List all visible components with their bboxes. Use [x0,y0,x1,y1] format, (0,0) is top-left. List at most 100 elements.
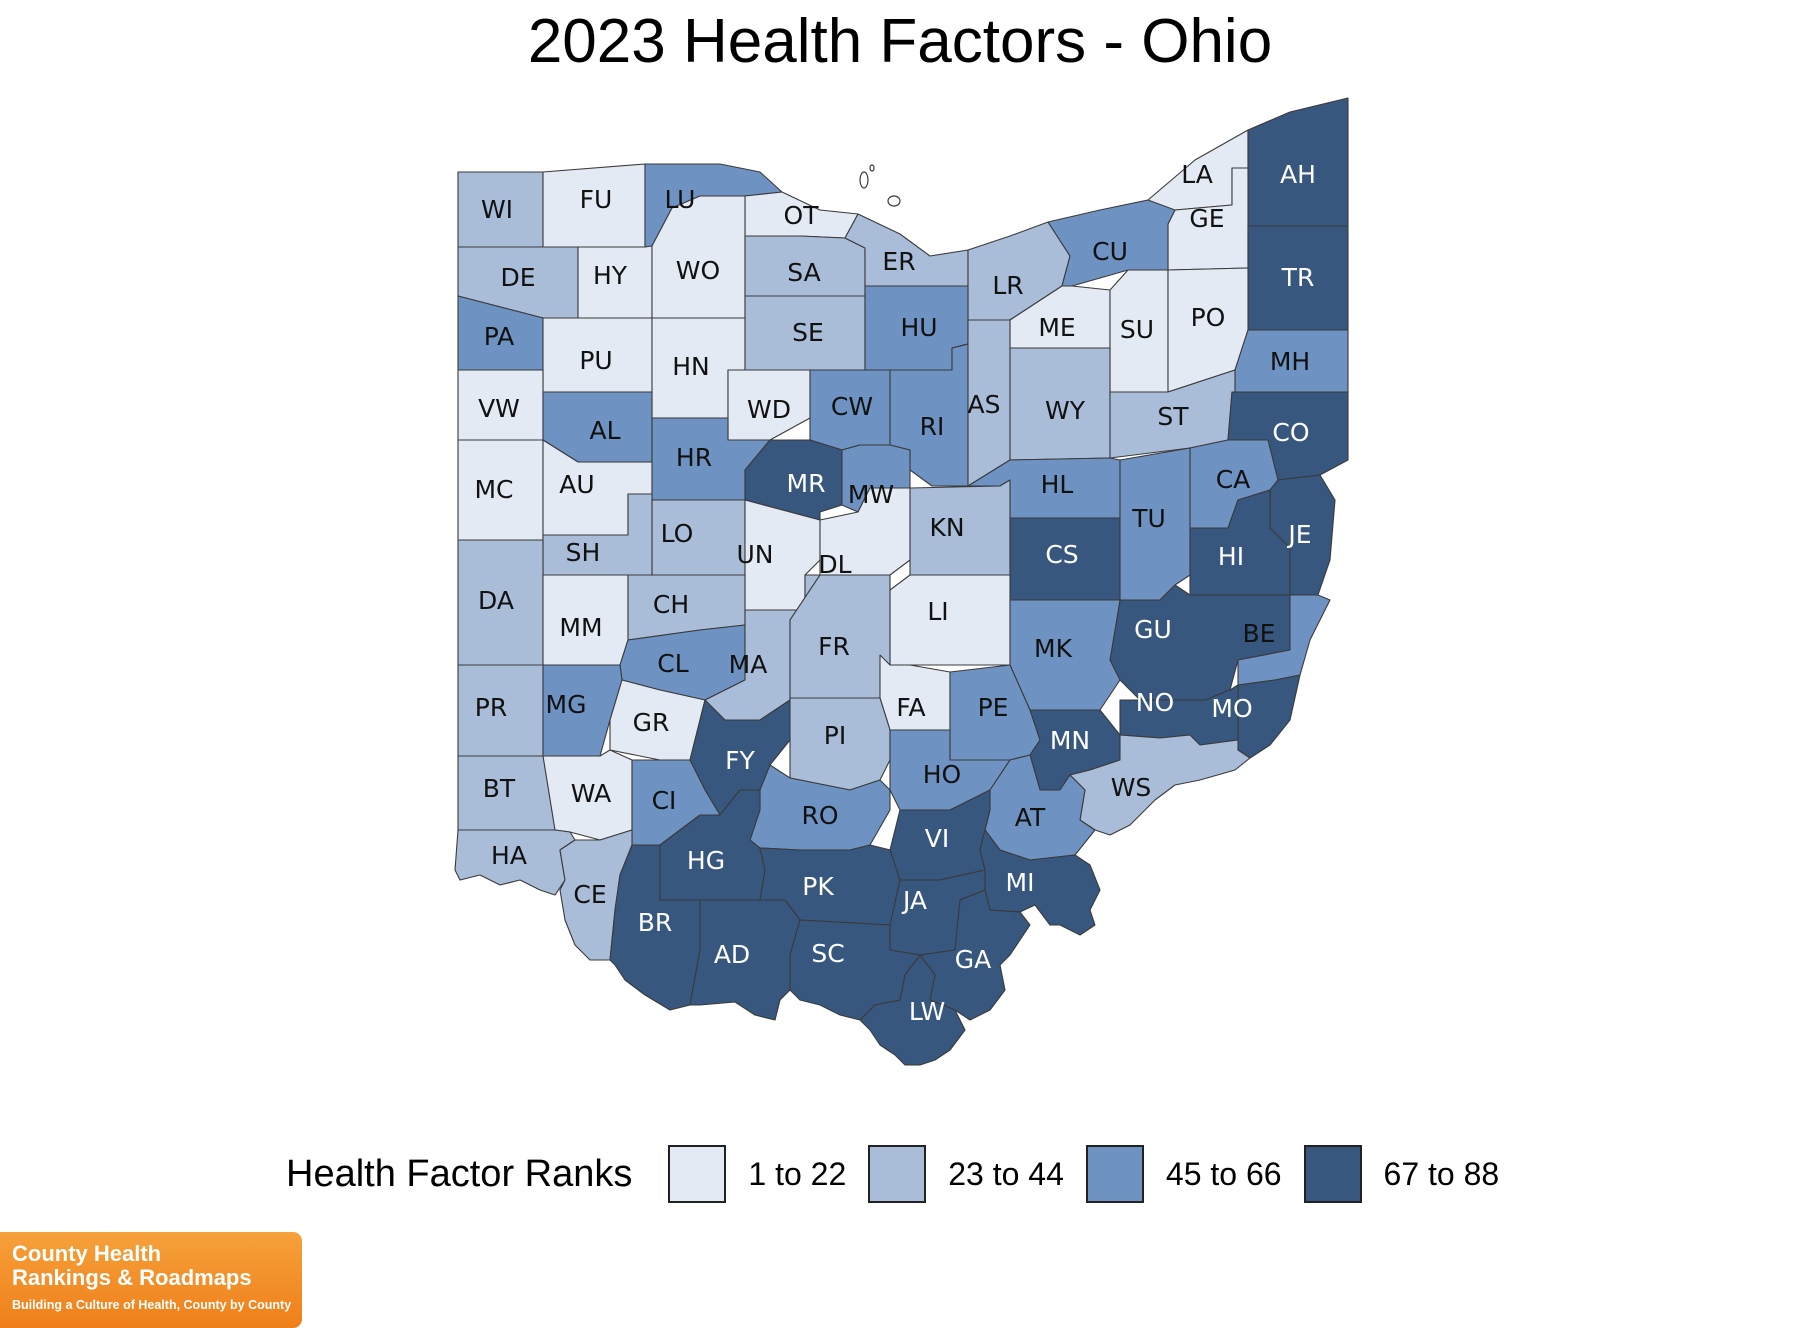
legend-item: 23 to 44 [868,1145,1064,1203]
county-label: FA [896,693,925,722]
county-label: WD [747,395,791,424]
county-label: AS [968,390,1001,419]
county-label: HR [676,443,712,472]
county-label: AL [589,416,620,445]
county-label: GU [1134,615,1172,644]
county-label: CI [652,786,677,815]
county-label: HA [491,841,527,870]
legend-title: Health Factor Ranks [286,1152,633,1195]
county-label: MN [1050,726,1090,755]
legend-swatch [1303,1145,1362,1203]
legend-swatch [668,1145,727,1203]
county-label: HL [1041,470,1074,499]
legend-swatch [868,1145,927,1203]
legend-label: 1 to 22 [748,1155,847,1192]
county-label: JE [1286,520,1311,549]
county-label: PK [802,872,834,901]
county-label: CU [1092,237,1128,266]
county-label: AU [559,470,594,499]
county-br[interactable] [609,844,701,1011]
logo-tagline: Building a Culture of Health, County by … [12,1298,292,1312]
county-label: PU [579,346,612,375]
county-ce[interactable] [559,829,633,961]
county-label: FY [725,746,755,775]
legend-item: 45 to 66 [1085,1145,1282,1203]
county-label: MC [474,475,513,504]
county-label: CL [657,649,688,678]
county-label: LO [661,519,694,548]
county-label: VI [925,824,949,853]
county-label: OT [784,201,820,230]
logo-line-2: Rankings & Roadmaps [12,1265,252,1290]
county-label: TU [1131,504,1166,533]
county-label: PR [475,693,507,722]
county-label: MH [1270,347,1310,376]
county-label: MO [1211,694,1252,723]
county-label: HO [923,760,961,789]
legend-swatch [1085,1145,1144,1203]
county-label: NO [1136,688,1174,717]
county-label: SC [811,939,844,968]
county-label: LA [1181,160,1213,189]
county-label: HI [1218,542,1244,571]
county-label: HN [672,352,710,381]
county-label: DE [500,263,535,292]
legend-label: 67 to 88 [1383,1155,1500,1192]
legend-item: 1 to 22 [668,1145,846,1203]
county-label: GE [1189,204,1224,233]
county-label: MI [1006,868,1035,897]
county-hi[interactable] [1189,489,1291,596]
county-label: DL [818,550,851,579]
county-label: WS [1111,773,1152,802]
county-label: ER [882,247,915,276]
county-tu[interactable] [1119,447,1191,601]
county-label: LI [927,597,948,626]
county-label: GA [955,945,991,974]
county-label: BE [1243,619,1276,648]
county-label: AT [1015,803,1046,832]
county-label: AH [1280,160,1316,189]
county-label: MK [1034,634,1073,663]
county-label: CW [831,392,873,421]
map-title: 2023 Health Factors - Ohio [527,7,1273,76]
county-label: SA [787,258,820,287]
county-lw[interactable] [859,954,966,1066]
county-label: UN [737,540,774,569]
county-label: WY [1045,396,1086,425]
legend-item: 67 to 88 [1303,1145,1500,1203]
county-label: PA [484,322,515,351]
lake-erie-island [869,164,875,172]
county-li[interactable] [889,574,1011,666]
county-label: CE [573,880,606,909]
county-label: WI [481,195,513,224]
county-label: HU [900,313,937,342]
county-label: CA [1216,465,1251,494]
county-label: LW [909,997,945,1026]
county-label: MM [559,613,602,642]
county-label: SU [1120,315,1154,344]
logo-line-1: County Health [12,1241,162,1266]
county-label: FU [580,185,613,214]
county-label: ME [1038,313,1075,342]
county-label: LR [992,271,1023,300]
county-ha[interactable] [454,829,576,896]
county-label: JA [901,886,927,915]
county-label: GR [633,708,670,737]
county-label: HY [593,261,628,290]
county-label: MA [729,650,768,679]
county-label: HG [687,846,725,875]
county-label: PO [1191,303,1226,332]
county-label: WO [676,256,720,285]
legend: Health Factor Ranks 1 to 22 23 to 44 45 … [286,1142,1521,1206]
county-label: LU [665,185,696,214]
lake-erie-island [887,195,901,207]
county-label: RI [920,412,945,441]
county-health-rankings-logo[interactable]: County Health Rankings & Roadmaps Buildi… [0,1232,302,1328]
county-label: BR [638,908,673,937]
county-label: CH [653,590,689,619]
county-label: PI [824,721,846,750]
county-label: TR [1281,263,1315,292]
county-ad[interactable] [689,899,801,1021]
county-label: CO [1272,418,1309,447]
county-label: MR [787,469,826,498]
